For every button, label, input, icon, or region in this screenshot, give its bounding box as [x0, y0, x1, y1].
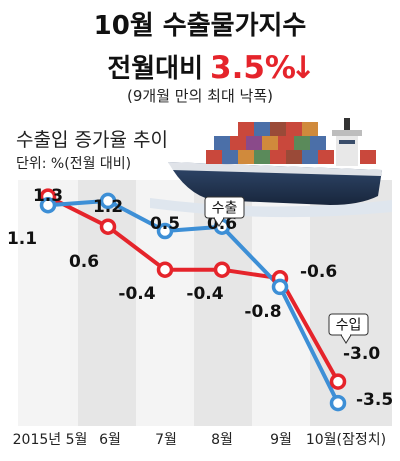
series-line-export — [46, 198, 340, 406]
plot-band — [18, 180, 78, 426]
headline-value: 3.5% — [210, 50, 296, 86]
data-label-import: 1.3 — [33, 186, 63, 206]
data-point-export — [329, 394, 347, 412]
data-labels: 1.11.20.5 0.6-0.8-3.51.30.6-0.4 -0.4-0.6-3… — [7, 186, 393, 410]
headline-prefix: 전월대비 — [107, 54, 203, 84]
data-point-import — [156, 261, 174, 278]
series-lines — [46, 194, 340, 406]
data-label-import: -0.6 — [300, 262, 337, 282]
import-callout: 수입 — [328, 313, 369, 344]
data-point-export — [99, 192, 117, 210]
down-arrow-icon: ↓ — [290, 50, 316, 86]
container-ship-icon — [150, 118, 392, 218]
x-tick-label: 8월 — [211, 432, 233, 448]
data-point-export — [156, 222, 174, 240]
import-callout-label: 수입 — [336, 318, 362, 334]
data-point-export — [271, 278, 289, 296]
series-line-import — [46, 194, 340, 384]
data-label-import: -0.4 — [118, 284, 155, 304]
data-label-export: -0.8 — [244, 302, 281, 322]
export-callout-label: 수출 — [212, 201, 238, 217]
data-point-import — [213, 261, 231, 278]
headline-line2: 전월대비 3.5% ↓ — [107, 50, 316, 86]
export-callout: 수출 — [204, 196, 245, 227]
data-label-import: 0.6 — [69, 252, 99, 272]
plot-band — [252, 180, 310, 426]
x-tick-label: 10월(잠정치) — [306, 432, 386, 448]
data-label-export: 0.5 — [150, 214, 180, 234]
headline-line1: 10월 수출물가지수 — [94, 11, 307, 41]
x-tick-label: 9월 — [270, 432, 292, 448]
data-label-export: -3.5 — [356, 390, 393, 410]
data-label-export: 1.2 — [93, 197, 123, 217]
chart-title: 수출입 증가율 추이 — [16, 129, 168, 151]
x-tick-label: 6월 — [99, 432, 121, 448]
x-tick-label: 7월 — [155, 432, 177, 448]
data-label-export: 1.1 — [7, 229, 37, 249]
headline-subtitle: (9개월 만의 최대 낙폭) — [127, 87, 273, 105]
data-label-import: -3.0 — [343, 344, 380, 364]
series-markers — [39, 188, 347, 412]
data-label-import: -0.4 — [186, 284, 223, 304]
data-point-export — [39, 196, 57, 214]
plot-band — [310, 180, 392, 426]
x-axis-ticks: 2015년 5월 6월 7월 8월 9월 10월(잠정치) — [13, 432, 387, 448]
data-point-import — [99, 218, 117, 235]
data-point-import — [329, 373, 347, 390]
chart-unit: 단위: %(전월 대비) — [16, 156, 131, 172]
x-tick-label: 2015년 5월 — [13, 432, 88, 448]
